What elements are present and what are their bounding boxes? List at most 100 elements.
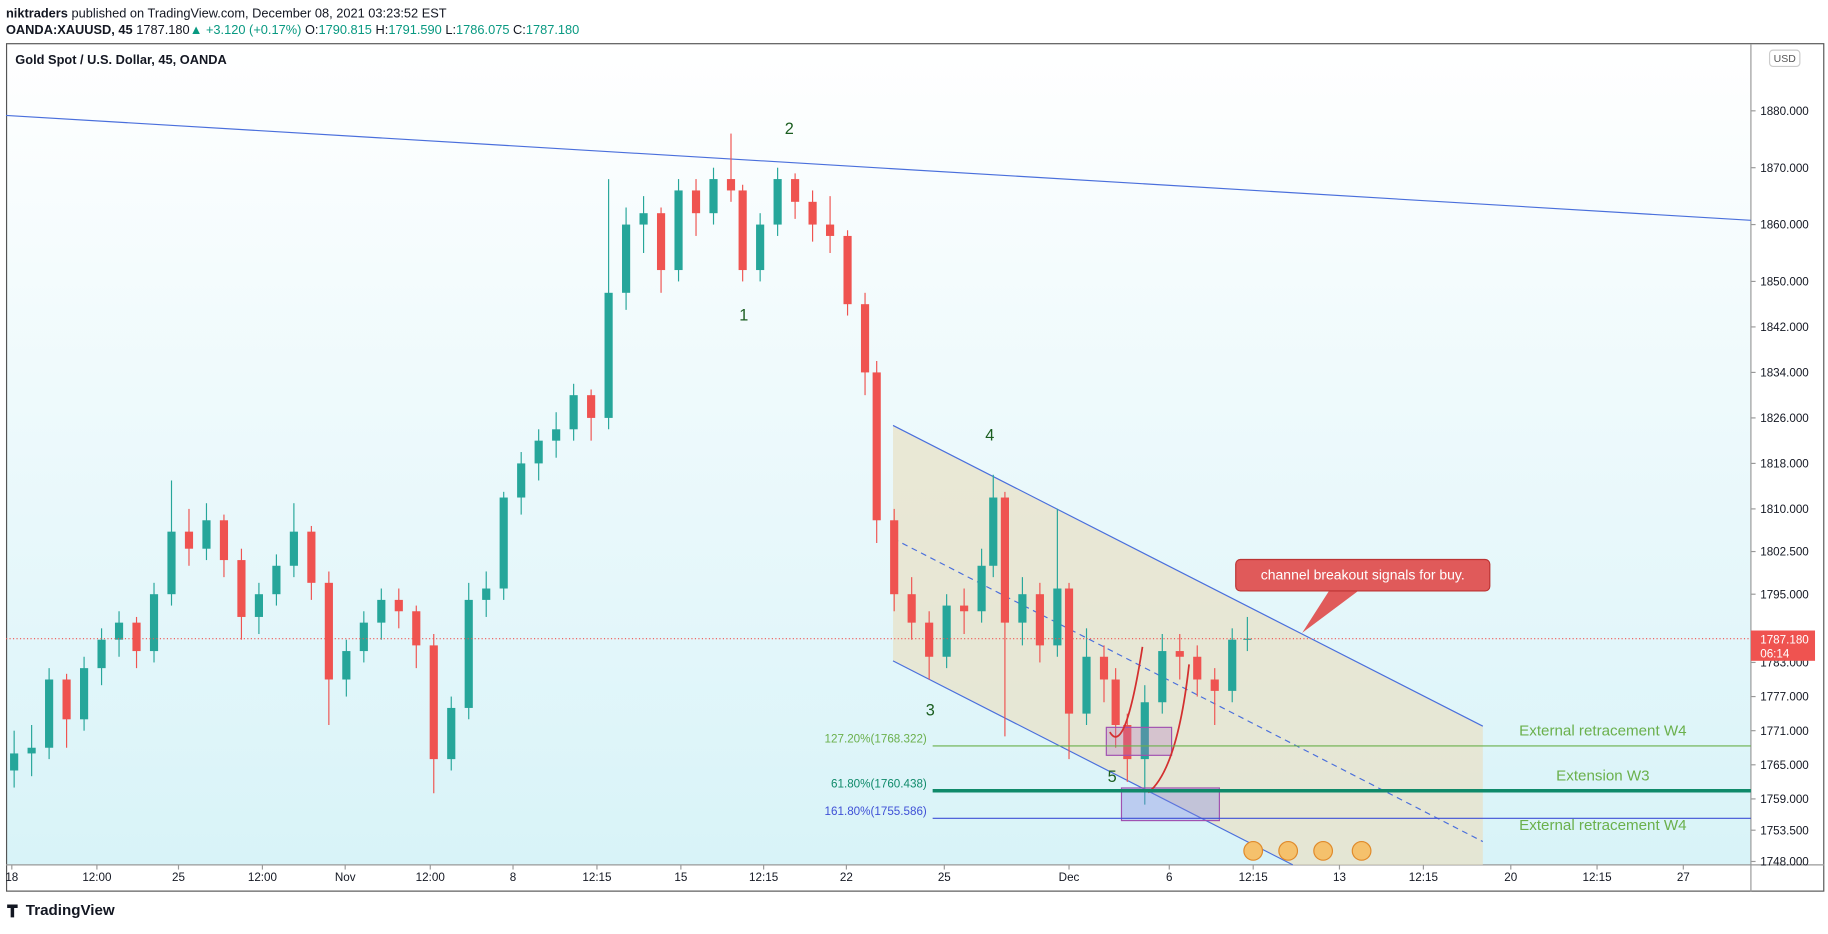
candle-body (447, 707, 456, 760)
candle-body (587, 395, 596, 418)
candle-body (1082, 656, 1091, 714)
candle-body (482, 588, 491, 600)
candle-body (1175, 651, 1184, 657)
candle-body (756, 224, 765, 271)
candle-body (604, 292, 613, 418)
candle-body (184, 531, 194, 549)
x-tick-label: 18 (5, 871, 18, 884)
author: niktraders (6, 5, 68, 20)
candle-body (114, 622, 124, 640)
x-tick-label: 12:00 (416, 871, 446, 884)
x-tick-label: 12:15 (1239, 871, 1268, 884)
wave-label: 5 (1108, 768, 1117, 786)
ohlc-label: O: (305, 22, 319, 37)
candle-body (1158, 651, 1167, 703)
candle-body (989, 497, 998, 566)
wave-label: 3 (926, 702, 935, 720)
candle-body (808, 201, 817, 225)
event-icon (1313, 840, 1334, 861)
candle-body (1099, 656, 1109, 680)
fib-label: 161.80%(1755.586) (825, 805, 927, 818)
currency-badge (1768, 49, 1801, 68)
candle-body (890, 520, 899, 595)
candle-body (359, 622, 368, 652)
published: published on TradingView.com, December 0… (72, 5, 447, 20)
candle-body (377, 599, 386, 623)
candle-body (1228, 639, 1237, 691)
ohlc-value: 1791.590 (388, 22, 441, 37)
channel-fill (893, 425, 1483, 865)
wave-label: 4 (985, 427, 994, 445)
y-tick-label: 1826.000 (1760, 412, 1809, 425)
arrow-curve (1147, 664, 1190, 794)
y-tick-label: 1765.000 (1760, 759, 1809, 772)
trend-line (5, 114, 1751, 221)
channel-mid (892, 537, 1484, 843)
candle-body (552, 429, 561, 441)
y-tick-label: 1870.000 (1760, 162, 1809, 175)
candle-body (167, 531, 176, 595)
y-tick-label: 1748.000 (1760, 856, 1809, 869)
candle-body (691, 190, 701, 214)
candle-body (656, 213, 666, 271)
candle-body (1053, 588, 1062, 646)
ohlc-value: 1790.815 (319, 22, 372, 37)
zone-label: Extension W3 (1556, 767, 1649, 784)
candle-body (517, 463, 526, 498)
y-tick-label: 1850.000 (1760, 276, 1809, 289)
x-tick-label: 27 (1677, 871, 1690, 884)
arrow: ▲ (190, 22, 203, 37)
candle-body (79, 668, 89, 720)
chart-title: Gold Spot / U.S. Dollar, 45, OANDA (15, 52, 226, 67)
ohlc-value: 1787.180 (526, 22, 579, 37)
last-price-tag (1750, 630, 1816, 661)
candle-body (925, 622, 934, 657)
candle-body (464, 599, 473, 708)
zone-box (1120, 787, 1220, 822)
x-tick-label: 25 (938, 871, 951, 884)
frame (5, 43, 1825, 892)
wave-label: 1 (739, 307, 748, 325)
y-tick-label: 1810.000 (1760, 503, 1809, 516)
zone-label: External retracement W4 (1519, 817, 1686, 834)
zone-label: External retracement W4 (1519, 722, 1686, 739)
y-tick-label: 1753.500 (1760, 824, 1809, 837)
price: 1787.180 (136, 22, 189, 37)
candle-body (412, 611, 421, 646)
candle-body (27, 747, 36, 754)
candle-body (942, 605, 951, 657)
x-tick-label: 8 (510, 871, 516, 884)
y-tick-label: 1777.000 (1760, 691, 1809, 704)
candle-body (324, 582, 333, 680)
currency: USD (1774, 54, 1797, 65)
x-tick-label: 12:15 (749, 871, 778, 884)
ohlc-value: 1786.075 (456, 22, 509, 37)
candle-body (149, 594, 159, 652)
x-tick-label: 12:15 (1582, 871, 1611, 884)
candle-body (237, 560, 246, 617)
y-tick-label: 1880.000 (1760, 105, 1809, 118)
symbol-line: OANDA:XAUUSD, 45 1787.180▲ +3.120 (+0.17… (6, 22, 579, 37)
zone-box (1105, 726, 1173, 756)
x-tick-label: 25 (172, 871, 185, 884)
y-tick-label: 1842.000 (1760, 321, 1809, 334)
event-icon (1351, 840, 1372, 861)
y-tick-label: 1802.500 (1760, 546, 1809, 559)
candle-body (639, 213, 648, 225)
candle-body (1123, 724, 1132, 760)
candle-body (394, 599, 403, 612)
callout-box (1235, 558, 1491, 592)
x-tick-label: 20 (1504, 871, 1517, 884)
x-tick-label: 15 (674, 871, 687, 884)
x-tick-label: Nov (335, 871, 356, 884)
change: +3.120 (+0.17%) (206, 22, 301, 37)
ohlc-label: L: (445, 22, 456, 37)
x-tick-label: 12:15 (1409, 871, 1438, 884)
candle-body (843, 235, 852, 305)
wave-label: 2 (785, 120, 794, 138)
fib-label: 127.20%(1768.322) (825, 732, 927, 745)
last-price-label: 1787.180 (1760, 633, 1809, 646)
candle-body (289, 531, 298, 566)
